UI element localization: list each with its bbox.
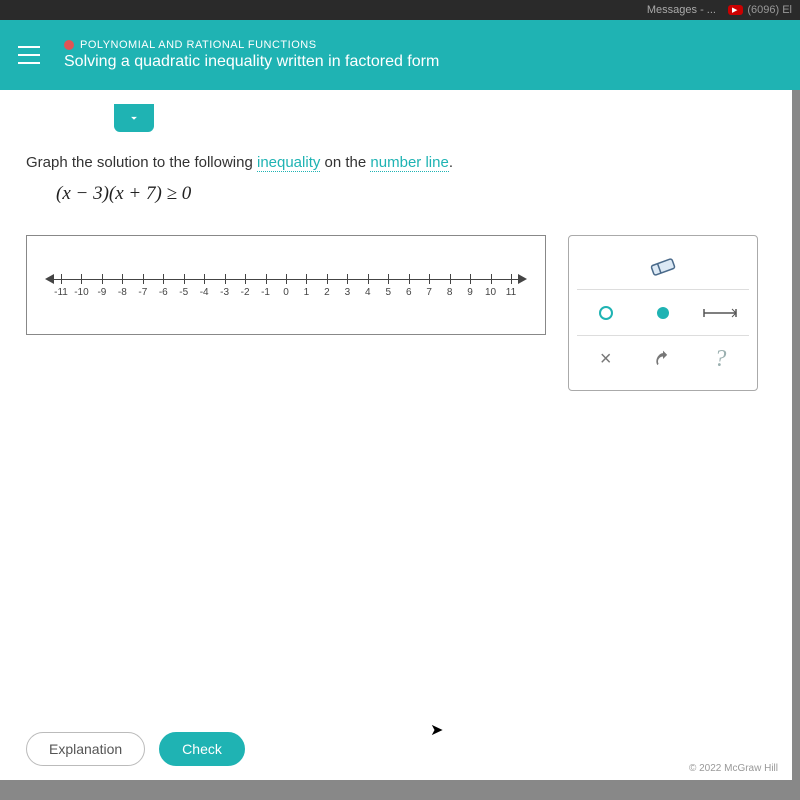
tick-label: 6 [406, 287, 412, 298]
segment-icon [700, 306, 740, 320]
tick-label: 3 [345, 287, 351, 298]
page-title: Solving a quadratic inequality written i… [64, 53, 439, 71]
tick-label: -1 [261, 287, 270, 298]
segment-tool[interactable] [700, 295, 740, 331]
tick-label: 0 [283, 287, 289, 298]
undo-tool[interactable] [643, 341, 683, 377]
tick-label: 9 [467, 287, 473, 298]
check-button[interactable]: Check [159, 732, 245, 766]
dropdown-toggle[interactable] [114, 104, 154, 132]
instruction-text: Graph the solution to the following ineq… [26, 154, 772, 171]
main-panel: Graph the solution to the following ineq… [0, 90, 792, 780]
tick-label: -10 [74, 287, 88, 298]
category-label: POLYNOMIAL AND RATIONAL FUNCTIONS [64, 39, 439, 51]
tool-palette: × ? [568, 235, 758, 391]
tick-label: 11 [506, 287, 516, 298]
open-circle-icon [598, 305, 614, 321]
clear-tool[interactable]: × [586, 341, 626, 377]
tick-label: -5 [179, 287, 188, 298]
open-circle-tool[interactable] [586, 295, 626, 331]
formula: (x − 3)(x + 7) ≥ 0 [56, 183, 772, 205]
explanation-button[interactable]: Explanation [26, 732, 145, 766]
closed-circle-tool[interactable] [643, 295, 683, 331]
tick-label: 10 [485, 287, 496, 298]
inequality-link[interactable]: inequality [257, 154, 320, 172]
tick-label: 5 [385, 287, 391, 298]
tick-label: -2 [241, 287, 250, 298]
chevron-down-icon [127, 111, 141, 125]
undo-icon [653, 349, 673, 369]
arrow-right-icon [518, 274, 527, 284]
number-line-link[interactable]: number line [370, 154, 448, 172]
tick-label: 7 [426, 287, 432, 298]
browser-top-bar: Messages - ... (6096) El [0, 0, 800, 20]
tick-label: -8 [118, 287, 127, 298]
tick-label: 4 [365, 287, 371, 298]
app-header: POLYNOMIAL AND RATIONAL FUNCTIONS Solvin… [0, 20, 800, 90]
tick-label: -9 [97, 287, 106, 298]
tick-label: -6 [159, 287, 168, 298]
youtube-tab[interactable]: (6096) El [728, 4, 792, 16]
arrow-left-icon [45, 274, 54, 284]
tick-label: 1 [304, 287, 310, 298]
help-tool[interactable]: ? [700, 341, 740, 377]
tick-label: -11 [54, 287, 68, 298]
tick-label: -3 [220, 287, 229, 298]
copyright-text: © 2022 McGraw Hill [689, 763, 778, 774]
menu-icon[interactable] [18, 46, 40, 64]
eraser-tool[interactable] [633, 249, 693, 285]
tab-messages[interactable]: Messages - ... [647, 4, 716, 16]
eraser-icon [646, 256, 680, 278]
tick-label: -4 [200, 287, 209, 298]
footer: Explanation Check [26, 732, 772, 766]
tick-label: 2 [324, 287, 330, 298]
closed-circle-icon [655, 305, 671, 321]
number-line-canvas[interactable]: -11-10-9-8-7-6-5-4-3-2-101234567891011 [26, 235, 546, 335]
number-line[interactable]: -11-10-9-8-7-6-5-4-3-2-101234567891011 [51, 265, 521, 305]
tick-label: -7 [138, 287, 147, 298]
tick-label: 8 [447, 287, 453, 298]
